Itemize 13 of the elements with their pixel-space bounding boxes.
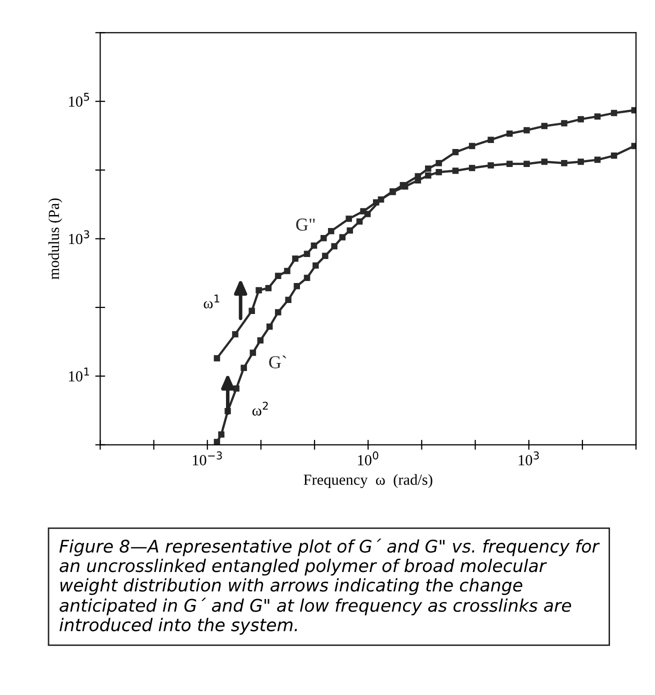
y-axis-title: modulus (Pa)	[48, 198, 62, 280]
y-tick-label: 10$^{5}$	[69, 92, 90, 107]
annotation: ω$^{1}$	[204, 294, 220, 308]
annotation: ω$^{2}$	[252, 402, 268, 416]
series-label: G`	[269, 356, 286, 368]
y-tick-label: 10$^{1}$	[69, 368, 89, 382]
x-axis-title: Frequency ω (rad/s)	[304, 474, 432, 488]
caption: Figure 8—A representative plot of G´ and G" vs. frequency for an uncrosslinked entangled polymer of broad molecular weight distribution with arrows indicating the change anticipated in G´ and G" at low frequency as crosslinks are introduced into the system.	[59, 538, 600, 635]
y-tick-label: 10$^{3}$	[69, 230, 90, 244]
x-tick-label: 10$^{0}$	[358, 451, 378, 466]
x-tick-label: 10$^{3}$	[518, 451, 539, 466]
x-tick-label: 10$^{−3}$	[192, 451, 222, 466]
series-label: G"	[296, 218, 315, 231]
